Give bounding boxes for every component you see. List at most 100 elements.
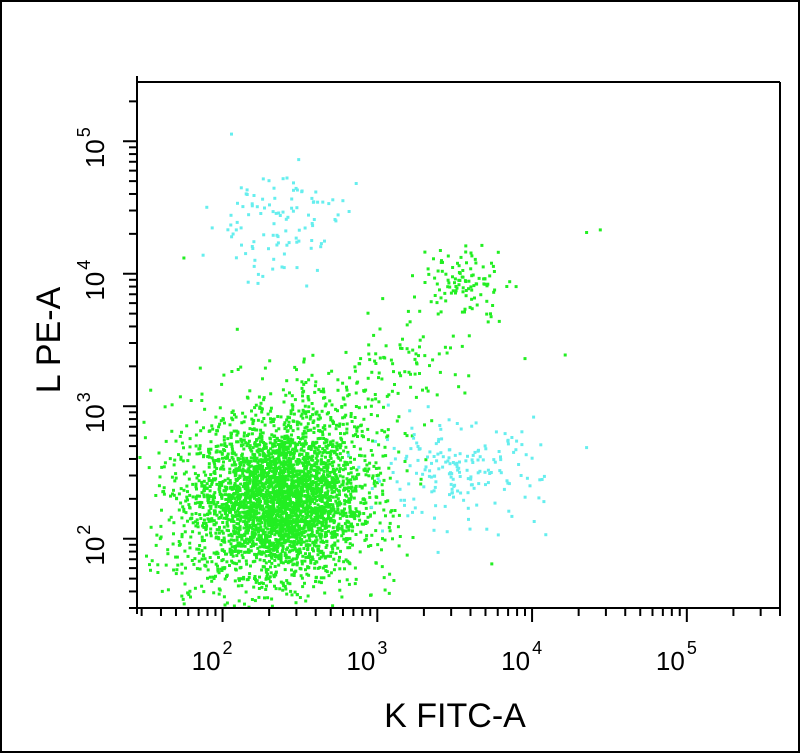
data-point (482, 277, 486, 281)
data-point (207, 455, 210, 459)
data-point (329, 416, 333, 419)
data-point (316, 566, 320, 570)
data-point (245, 514, 249, 518)
data-point (241, 411, 245, 415)
data-point (277, 532, 281, 536)
data-point (291, 438, 295, 442)
data-point (378, 356, 382, 360)
data-point (287, 514, 291, 517)
data-point (397, 415, 401, 419)
data-point (297, 483, 300, 487)
data-point (195, 547, 199, 551)
data-point (354, 182, 358, 185)
data-point (234, 526, 237, 530)
data-point (289, 511, 293, 515)
data-point (355, 429, 359, 433)
data-point (320, 484, 324, 488)
data-point (327, 574, 331, 578)
data-point (274, 546, 278, 550)
data-point (332, 477, 336, 481)
data-point (191, 495, 195, 499)
data-point (241, 556, 245, 560)
data-point (266, 517, 270, 521)
data-point (327, 524, 331, 528)
data-point (299, 476, 303, 480)
data-point (296, 427, 300, 431)
data-point (464, 280, 468, 283)
data-point (234, 514, 238, 518)
data-point (260, 477, 264, 481)
data-point (262, 441, 265, 444)
data-point (415, 361, 418, 365)
data-point (315, 529, 319, 533)
data-point (223, 442, 227, 446)
data-point (292, 539, 296, 543)
data-point (311, 353, 315, 357)
data-point (346, 559, 350, 563)
data-point (295, 509, 299, 513)
data-point (403, 460, 407, 463)
data-point (300, 452, 304, 456)
data-point (249, 472, 253, 475)
data-point (312, 464, 316, 468)
data-point (237, 577, 241, 581)
data-point (237, 522, 241, 526)
data-point (310, 530, 314, 534)
data-point (409, 372, 412, 376)
data-point (319, 521, 323, 525)
data-point (174, 555, 178, 559)
data-point (321, 430, 324, 434)
data-point (341, 483, 345, 487)
data-point (248, 475, 251, 479)
data-point (298, 502, 302, 506)
data-point (294, 236, 298, 240)
data-point (161, 490, 165, 494)
data-point (321, 451, 325, 455)
data-point (337, 463, 341, 467)
data-point (298, 566, 302, 570)
data-point (264, 533, 267, 537)
data-point (259, 534, 263, 538)
data-point (411, 348, 415, 352)
data-point (294, 512, 297, 516)
data-point (406, 309, 410, 313)
data-point (290, 532, 294, 536)
data-point (279, 504, 283, 508)
data-point (220, 496, 224, 500)
data-point (315, 452, 319, 456)
data-point (324, 455, 327, 459)
data-point (461, 290, 465, 294)
data-point (291, 518, 295, 522)
data-point (341, 396, 345, 400)
data-point (324, 555, 328, 559)
data-point (242, 478, 246, 482)
data-point (180, 516, 184, 520)
data-point (295, 532, 299, 536)
data-point (284, 497, 288, 501)
data-point (336, 455, 340, 459)
data-point (408, 320, 412, 324)
data-point (233, 497, 237, 501)
data-point (339, 436, 343, 440)
data-point (230, 514, 234, 518)
data-point (255, 516, 258, 520)
data-point (378, 501, 382, 505)
data-point (369, 449, 373, 452)
data-point (219, 474, 222, 478)
data-point (143, 436, 147, 440)
data-point (252, 496, 256, 500)
data-point (260, 540, 263, 544)
data-point (245, 481, 249, 485)
data-point (314, 190, 318, 194)
data-point (270, 561, 274, 565)
data-point (266, 474, 270, 478)
data-point (273, 485, 277, 489)
data-point (382, 405, 385, 409)
data-point (331, 503, 335, 507)
data-point (313, 506, 317, 510)
data-point (418, 447, 422, 451)
data-point (227, 493, 231, 497)
data-point (295, 563, 299, 567)
data-point (284, 425, 288, 429)
data-point (411, 510, 414, 514)
